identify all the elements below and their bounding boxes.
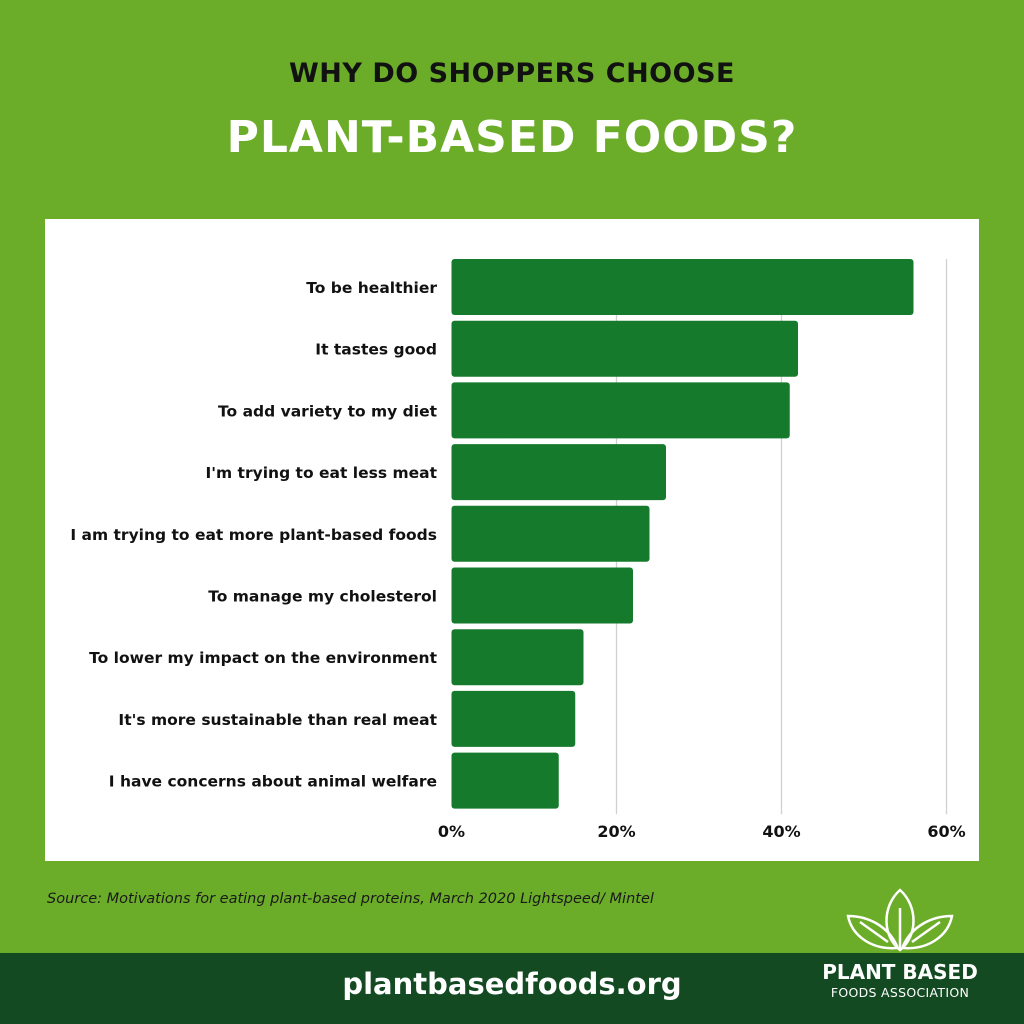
- chart-panel: 0% 20% 40% 60% To be healthier It tastes good…: [45, 219, 979, 861]
- logo-line2: FOODS ASSOCIATION: [830, 985, 970, 1000]
- category-label: To manage my cholesterol: [208, 588, 437, 606]
- bar: [451, 690, 576, 747]
- bar: [451, 444, 666, 501]
- bar: [451, 752, 559, 809]
- category-label: I'm trying to eat less meat: [206, 464, 438, 482]
- chart-title: PLANT-BASED FOODS?: [226, 112, 798, 163]
- category-label: I am trying to eat more plant-based food…: [70, 526, 437, 544]
- bar: [451, 505, 650, 562]
- bar: [451, 382, 790, 439]
- x-tick-label: 60%: [927, 822, 965, 841]
- x-tick-label: 40%: [762, 822, 800, 841]
- bar: [451, 567, 633, 624]
- x-tick-label: 20%: [597, 822, 635, 841]
- three-leaves-icon: [846, 888, 954, 952]
- category-label: It's more sustainable than real meat: [118, 711, 437, 729]
- chart-supertitle: WHY DO SHOPPERS CHOOSE: [289, 58, 735, 89]
- bar: [451, 629, 584, 686]
- logo-line1: PLANT BASED: [822, 960, 978, 984]
- category-label: To add variety to my diet: [218, 402, 438, 420]
- x-tick-label: 0%: [438, 822, 465, 841]
- category-label: It tastes good: [315, 341, 437, 359]
- bar: [451, 259, 914, 315]
- category-label: I have concerns about animal welfare: [109, 773, 437, 791]
- source-note: Source: Motivations for eating plant-bas…: [47, 891, 654, 907]
- footer-bar: [0, 953, 1024, 1024]
- category-label: To lower my impact on the environment: [89, 649, 437, 667]
- bar-chart: 0% 20% 40% 60% To be healthier It tastes good…: [70, 259, 966, 841]
- bar: [451, 320, 798, 377]
- website-link[interactable]: plantbasedfoods.org: [342, 967, 682, 1001]
- category-label: To be healthier: [306, 279, 437, 297]
